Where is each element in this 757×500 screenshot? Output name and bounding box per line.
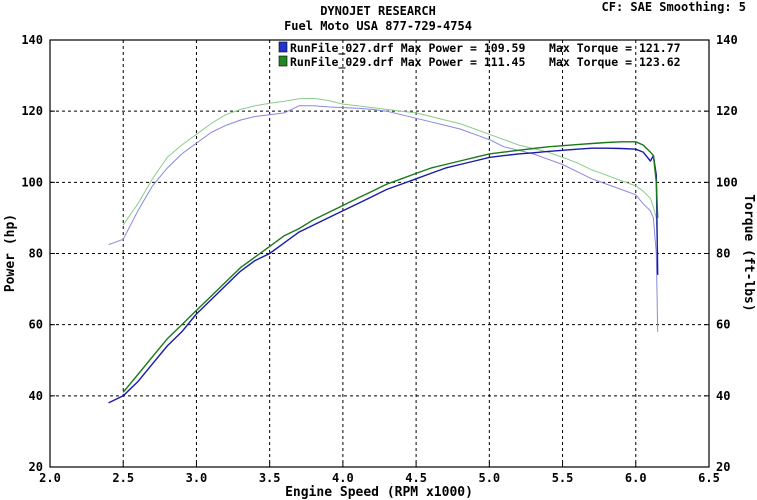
x-tick-label: 5.0 <box>478 471 500 485</box>
legend: RunFile_027.drf Max Power = 109.59 Max T… <box>278 41 681 70</box>
y-left-tick-labels: 20 40 60 80 100 120 140 <box>21 33 43 474</box>
y-right-tick-label: 120 <box>716 104 738 118</box>
series-line-torque-runfile027drf <box>108 105 659 332</box>
y-left-tick-label: 60 <box>29 318 43 332</box>
y-right-tick-label: 40 <box>716 389 730 403</box>
y-right-tick-label: 20 <box>716 460 730 474</box>
y-left-tick-label: 80 <box>29 247 43 261</box>
series-line-power-runfile027drf <box>108 147 659 404</box>
y-left-tick-label: 120 <box>21 104 43 118</box>
legend-torque-run029: Max Torque = 123.62 <box>549 55 681 69</box>
legend-swatch-run029 <box>278 55 288 67</box>
x-tick-label: 4.5 <box>405 471 427 485</box>
y-right-tick-label: 80 <box>716 247 730 261</box>
x-axis-label: Engine Speed (RPM x1000) <box>285 485 473 500</box>
y-right-tick-label: 60 <box>716 318 730 332</box>
chart-settings: CF: SAE Smoothing: 5 <box>602 0 747 14</box>
x-tick-label: 5.5 <box>552 471 574 485</box>
series-lines <box>108 97 659 404</box>
y-left-tick-label: 140 <box>21 33 43 47</box>
y-left-tick-label: 40 <box>29 389 43 403</box>
x-tick-label: 2.5 <box>112 471 134 485</box>
x-tick-label: 3.5 <box>259 471 281 485</box>
legend-label-run029: RunFile_029.drf Max Power = 111.45 <box>290 55 525 70</box>
series-line-torque-runfile029drf <box>122 97 659 254</box>
legend-torque-run027: Max Torque = 121.77 <box>549 41 681 55</box>
legend-label-run027: RunFile_027.drf Max Power = 109.59 <box>290 41 525 56</box>
series-line-power-runfile029drf <box>122 141 659 393</box>
y-left-tick-label: 20 <box>29 460 43 474</box>
x-tick-label: 4.0 <box>332 471 354 485</box>
x-tick-label: 3.0 <box>186 471 208 485</box>
x-tick-label: 2.0 <box>39 471 61 485</box>
axis-ticks <box>49 39 710 468</box>
x-tick-labels: 2.0 2.5 3.0 3.5 4.0 4.5 5.0 5.5 6.0 6.5 <box>39 471 720 485</box>
y-right-tick-label: 140 <box>716 33 738 47</box>
chart-title: DYNOJET RESEARCH <box>320 4 436 18</box>
y-axis-label-left: Power (hp) <box>3 214 18 292</box>
legend-swatch-run027 <box>278 41 288 53</box>
y-left-tick-label: 100 <box>21 175 43 189</box>
x-tick-label: 6.0 <box>625 471 647 485</box>
y-axis-label-right: Torque (ft-lbs) <box>741 194 756 311</box>
x-tick-label: 6.5 <box>698 471 720 485</box>
y-right-tick-label: 100 <box>716 175 738 189</box>
y-right-tick-labels: 20 40 60 80 100 120 140 <box>716 33 738 474</box>
chart-subtitle: Fuel Moto USA 877-729-4754 <box>284 19 472 33</box>
